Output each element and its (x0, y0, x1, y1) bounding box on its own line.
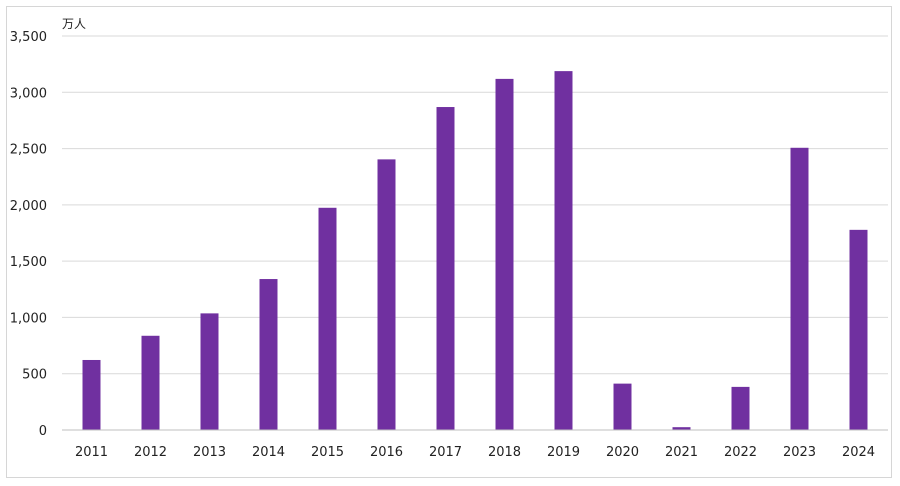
x-tick-label: 2013 (193, 445, 226, 460)
bar-2019 (554, 71, 573, 430)
x-tick-label: 2024 (842, 445, 875, 460)
x-axis-ticks: 2011 2012 2013 2014 2015 2016 2017 2018 2019 2020… (75, 445, 875, 460)
bars (82, 71, 868, 431)
bar-2014 (259, 279, 278, 430)
x-tick-label: 2012 (134, 445, 167, 460)
bar-2017 (436, 107, 455, 431)
bar-2020 (613, 383, 632, 430)
y-tick-label: 2,500 (10, 143, 47, 158)
bar-2011 (82, 359, 101, 430)
x-tick-label: 2019 (547, 445, 580, 460)
x-tick-label: 2015 (311, 445, 344, 460)
x-tick-label: 2018 (488, 445, 521, 460)
x-tick-label: 2022 (724, 445, 757, 460)
y-tick-label: 1,000 (10, 311, 47, 326)
bar-2012 (141, 335, 160, 430)
bar-2024 (849, 229, 868, 430)
bar-2018 (495, 78, 514, 431)
y-axis-ticks: 0 500 1,000 1,500 2,000 2,500 3,000 3,500 (10, 30, 47, 439)
x-tick-label: 2016 (370, 445, 403, 460)
y-tick-label: 0 (39, 424, 47, 439)
y-tick-label: 1,500 (10, 255, 47, 270)
y-tick-label: 2,000 (10, 199, 47, 214)
y-unit-label: 万人 (62, 17, 86, 31)
x-tick-label: 2014 (252, 445, 285, 460)
x-tick-label: 2020 (606, 445, 639, 460)
y-tick-label: 500 (22, 368, 47, 383)
x-tick-label: 2021 (665, 445, 698, 460)
x-tick-label: 2011 (75, 445, 108, 460)
x-tick-label: 2023 (783, 445, 816, 460)
bar-2015 (318, 207, 337, 430)
bar-2016 (377, 159, 396, 430)
y-tick-label: 3,500 (10, 30, 47, 45)
gridlines (62, 35, 888, 375)
x-tick-label: 2017 (429, 445, 462, 460)
bar-2023 (790, 147, 809, 430)
bar-2022 (731, 386, 750, 430)
bar-2013 (200, 313, 219, 430)
y-tick-label: 3,000 (10, 86, 47, 101)
bar-2021 (672, 427, 691, 430)
